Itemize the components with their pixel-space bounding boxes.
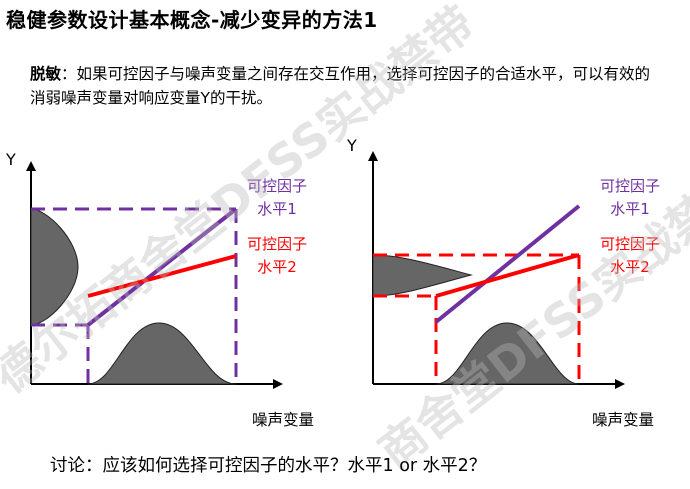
intro-text: 如果可控因子与噪声变量之间存在交互作用，选择可控因子的合适水平，可以有效的消弱噪… bbox=[30, 65, 651, 107]
left-level2-label-line1: 可控因子 bbox=[247, 235, 307, 253]
left-level2-label-line2: 水平2 bbox=[257, 258, 297, 276]
right-level2-line bbox=[435, 253, 580, 298]
left-level1-label-line1: 可控因子 bbox=[247, 177, 307, 195]
intro-paragraph: 脱敏：如果可控因子与噪声变量之间存在交互作用，选择可控因子的合适水平，可以有效的… bbox=[30, 62, 660, 110]
right-x-label: 噪声变量 bbox=[592, 411, 654, 429]
left-level2-line bbox=[87, 254, 237, 298]
intro-colon: ： bbox=[61, 65, 77, 83]
right-y-label: Y bbox=[346, 136, 357, 155]
slide-title: 稳健参数设计基本概念-减少变异的方法1 bbox=[6, 8, 378, 32]
right-level2-label-line1: 可控因子 bbox=[600, 235, 660, 253]
right-level2-label-line2: 水平2 bbox=[610, 258, 650, 276]
left-diagram: Y 噪声变量 可控因子 水平1 可控因子 水平2 bbox=[5, 150, 314, 429]
discussion-question: 讨论：应该如何选择可控因子的水平？水平1 or 水平2？ bbox=[50, 456, 487, 476]
right-level1-label-line2: 水平1 bbox=[610, 200, 650, 218]
right-level1-line bbox=[434, 204, 581, 324]
left-response-distribution bbox=[30, 208, 79, 326]
right-response-distribution bbox=[372, 254, 473, 297]
right-noise-distribution bbox=[435, 322, 580, 385]
watermark-left: 德尔拓商舍堂DFSS实战禁带 bbox=[0, 0, 485, 404]
left-level1-line bbox=[86, 207, 238, 327]
left-y-label: Y bbox=[5, 150, 16, 169]
right-diagram: Y 噪声变量 可控因子 水平1 可控因子 水平2 bbox=[346, 136, 660, 429]
right-level1-label-line1: 可控因子 bbox=[600, 177, 660, 195]
left-noise-distribution bbox=[87, 322, 237, 385]
left-x-label: 噪声变量 bbox=[252, 411, 314, 429]
left-level1-label-line2: 水平1 bbox=[257, 200, 297, 218]
intro-term: 脱敏 bbox=[30, 65, 62, 83]
